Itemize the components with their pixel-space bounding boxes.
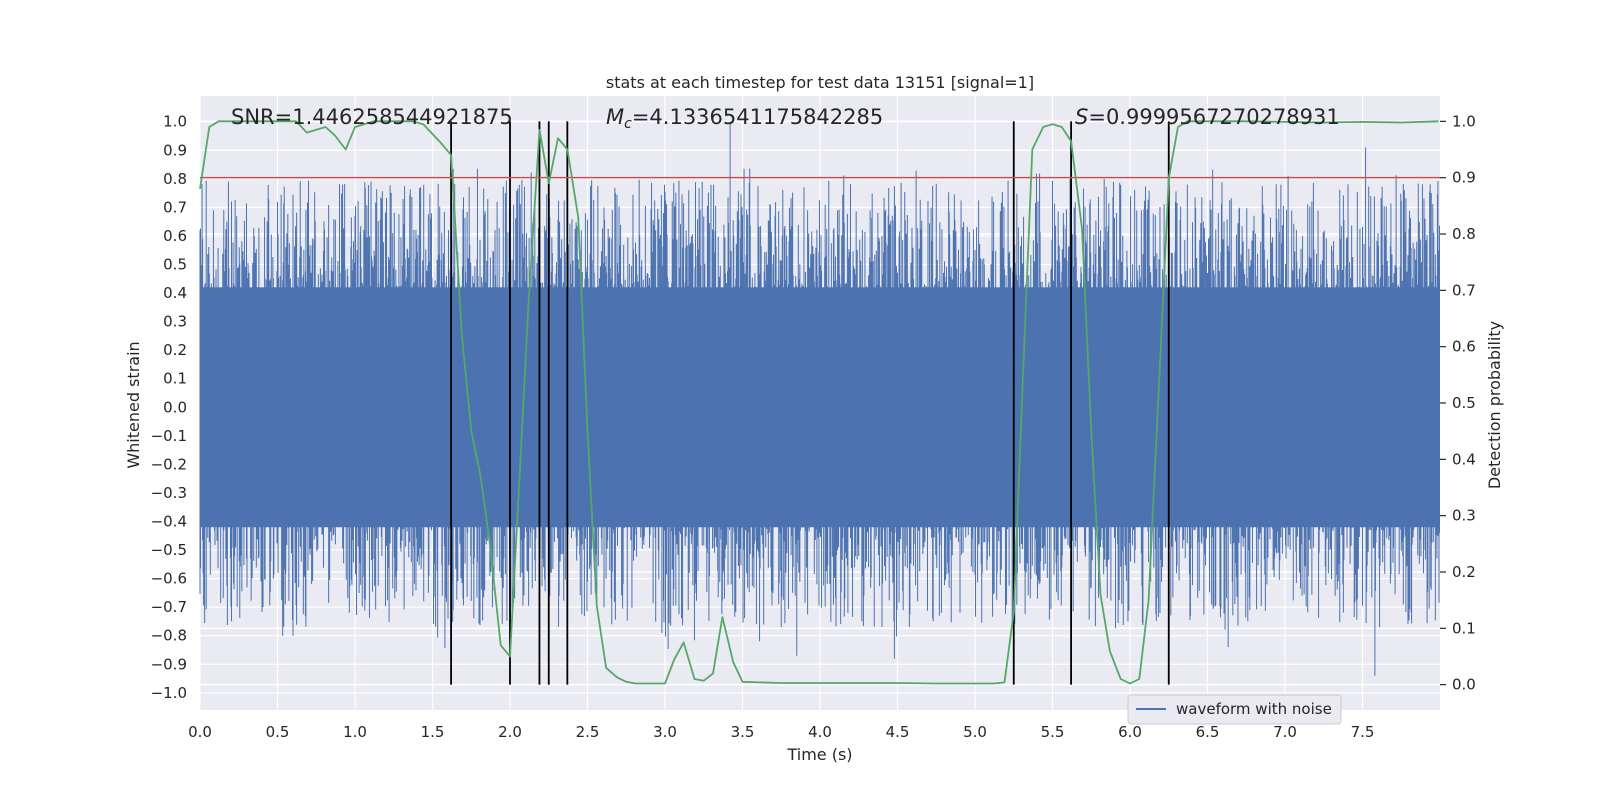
left-y-tick-label: 0.5 <box>163 255 187 273</box>
detection-probability-series <box>199 120 1439 685</box>
left-y-tick-label: 0.4 <box>163 284 187 302</box>
x-tick-label: 3.5 <box>731 723 755 741</box>
x-tick-label: 7.0 <box>1273 723 1297 741</box>
chart-title: stats at each timestep for test data 131… <box>606 73 1034 92</box>
x-tick-label: 6.0 <box>1118 723 1142 741</box>
left-y-tick-label: −0.7 <box>151 598 187 616</box>
left-y-tick-label: −0.6 <box>151 570 187 588</box>
left-y-tick-label: 0.0 <box>163 398 187 416</box>
right-y-tick-label: 0.5 <box>1452 394 1476 412</box>
chirp-mass-value: =4.1336541175842285 <box>632 105 883 129</box>
left-y-tick-label: 0.2 <box>163 341 187 359</box>
right-y-tick-label: 0.6 <box>1452 338 1476 356</box>
left-y-tick-label: −1.0 <box>151 684 187 702</box>
waveform-with-noise-series <box>199 121 1440 676</box>
left-y-tick-label: 0.9 <box>163 141 187 159</box>
s-symbol: S <box>1075 105 1088 129</box>
x-tick-label: 6.5 <box>1196 723 1220 741</box>
left-y-tick-label: −0.8 <box>151 627 187 645</box>
x-tick-labels: 0.0 0.5 1.0 1.5 2.0 2.5 3.0 3.5 4.0 4.5 5.0 5.5 6.0 6… <box>188 723 1374 741</box>
vertical-marker-lines <box>450 121 1170 685</box>
x-tick-label: 4.0 <box>808 723 832 741</box>
chirp-mass-symbol: M <box>606 105 624 129</box>
snr-annotation: SNR=1.446258544921875 <box>231 105 513 129</box>
x-tick-label: 0.0 <box>188 723 212 741</box>
right-y-tick-label: 0.7 <box>1452 281 1476 299</box>
x-tick-label: 3.0 <box>653 723 677 741</box>
legend-label: waveform with noise <box>1176 700 1332 718</box>
right-y-tick-label: 0.2 <box>1452 563 1476 581</box>
right-y-tick-label: 0.4 <box>1452 450 1476 468</box>
x-tick-label: 1.5 <box>421 723 445 741</box>
left-y-tick-label: −0.3 <box>151 484 187 502</box>
x-tick-label: 4.5 <box>886 723 910 741</box>
x-tick-label: 0.5 <box>266 723 290 741</box>
left-y-tick-label: −0.9 <box>151 655 187 673</box>
left-y-tick-label: 0.1 <box>163 370 187 388</box>
legend-box <box>1127 694 1342 725</box>
left-y-tick-labels: 1.0 0.9 0.8 0.7 0.6 0.5 0.4 0.3 0.2 0.1 0.0 −0.1 −0.… <box>151 113 187 702</box>
x-tick-label: 5.5 <box>1041 723 1065 741</box>
x-tick-label: 1.0 <box>343 723 367 741</box>
left-y-tick-label: −0.4 <box>151 513 187 531</box>
left-y-tick-label: −0.1 <box>151 427 187 445</box>
left-y-axis-label: Whitened strain <box>124 341 143 468</box>
x-tick-label: 5.0 <box>963 723 987 741</box>
x-tick-label: 2.5 <box>576 723 600 741</box>
left-y-tick-label: −0.2 <box>151 455 187 473</box>
right-y-tick-label: 0.1 <box>1452 619 1476 637</box>
right-y-tick-label: 1.0 <box>1452 112 1476 130</box>
left-y-tick-label: 0.3 <box>163 313 187 331</box>
left-y-tick-label: 0.8 <box>163 170 187 188</box>
left-y-tick-label: 1.0 <box>163 113 187 131</box>
right-y-tick-label: 0.8 <box>1452 225 1476 243</box>
x-tick-label: 7.5 <box>1351 723 1375 741</box>
right-y-tick-label: 0.0 <box>1452 676 1476 694</box>
left-y-tick-label: −0.5 <box>151 541 187 559</box>
waveform-trace <box>199 121 1440 676</box>
chirp-mass-subscript: c <box>624 116 632 132</box>
left-y-tick-label: 0.6 <box>163 227 187 245</box>
legend: waveform with noise <box>1127 694 1342 725</box>
detection-probability-line <box>199 120 1439 685</box>
x-axis-label: Time (s) <box>786 745 852 764</box>
x-tick-label: 2.0 <box>498 723 522 741</box>
chirp-mass-annotation: Mc=4.1336541175842285 <box>606 105 883 132</box>
s-value: =0.9999567270278931 <box>1088 105 1339 129</box>
right-y-tick-label: 0.9 <box>1452 169 1476 187</box>
right-y-axis-label: Detection probability <box>1485 321 1504 489</box>
right-y-tick-label: 0.3 <box>1452 507 1476 525</box>
left-y-tick-label: 0.7 <box>163 198 187 216</box>
snr-statistic-annotation: S=0.9999567270278931 <box>1075 105 1340 129</box>
right-y-tick-labels: 1.0 0.9 0.8 0.7 0.6 0.5 0.4 0.3 0.2 0.1 0.0 <box>1440 112 1476 694</box>
